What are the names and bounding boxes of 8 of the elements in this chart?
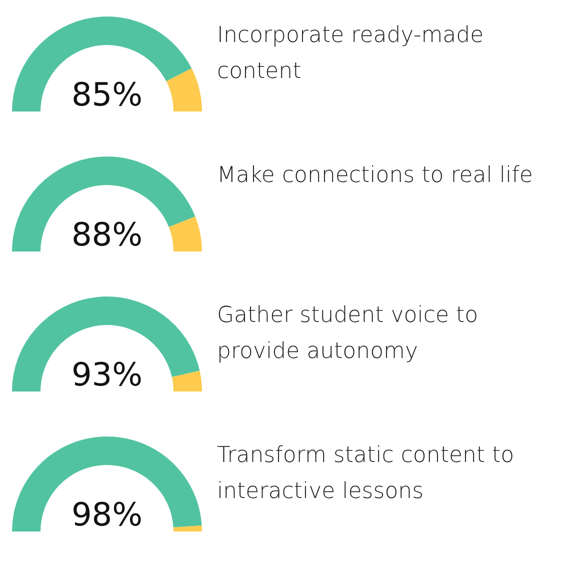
text: Transform static content to interactive lessons xyxy=(217,442,516,506)
data-label: 85% xyxy=(71,76,143,114)
data-label: 98% xyxy=(71,496,143,534)
data-label: 93% xyxy=(71,356,143,394)
text: Make connections to real life xyxy=(217,162,534,190)
text: Gather student voice to provide autonomy xyxy=(217,302,480,366)
data-label: 88% xyxy=(71,216,143,254)
text: Incorporate ready-made content xyxy=(217,22,485,86)
